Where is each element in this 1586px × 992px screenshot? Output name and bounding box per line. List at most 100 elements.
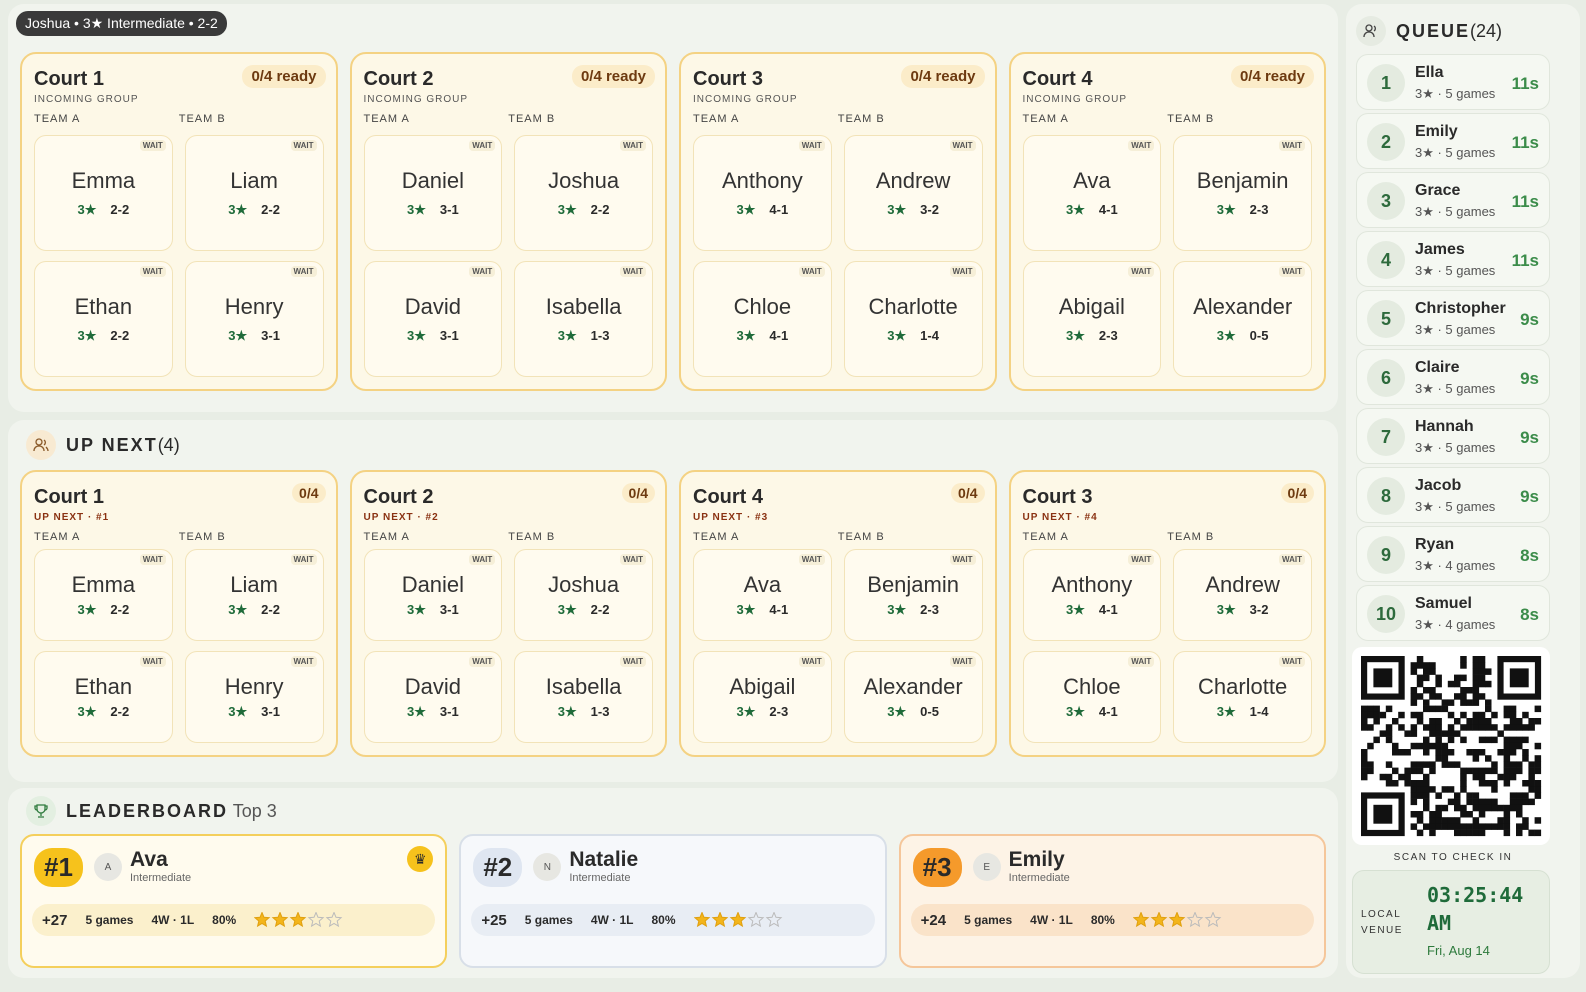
qr-module	[1367, 705, 1374, 713]
wait-badge: WAIT	[620, 554, 646, 565]
qr-module	[1485, 798, 1492, 806]
star	[693, 912, 710, 928]
qr-module	[1534, 767, 1542, 775]
qr-module	[1398, 773, 1405, 781]
qr-module	[1404, 773, 1411, 781]
qr-module	[1435, 718, 1442, 725]
qr-module	[1503, 761, 1511, 768]
section-count: (4)	[157, 434, 180, 455]
player-info: 3★ 2-3	[1024, 328, 1161, 344]
qr-module	[1478, 798, 1486, 806]
player-tile: WAIT Daniel 3★ 3-1	[363, 135, 503, 251]
qr-module	[1466, 718, 1473, 725]
qr-module	[1478, 724, 1486, 731]
qr-module	[1429, 823, 1436, 830]
player-rating: 3★	[557, 704, 577, 719]
qr-module	[1478, 804, 1486, 812]
queue-name: Ella	[1415, 64, 1444, 81]
player-record: 4-1	[1098, 704, 1118, 719]
team-labels: TEAM A TEAM B	[693, 531, 983, 543]
team-labels: TEAM A TEAM B	[34, 531, 324, 543]
player-name: Daniel	[401, 168, 465, 193]
player-tile: WAIT Andrew 3★ 3-2	[843, 135, 983, 251]
qr-module	[1423, 724, 1430, 731]
qr-module	[1410, 742, 1418, 750]
qr-module	[1460, 662, 1467, 669]
queue-name: Jacob	[1415, 477, 1462, 494]
player-info: 3★ 4-1	[694, 328, 831, 344]
court-card: Court 4 0/4 UP NEXT · #3 TEAM A TEAM B WAIT Av…	[679, 470, 997, 757]
incoming-section: Court 1 0/4 ready INCOMING GROUP TEAM A TEAM…	[8, 4, 1338, 412]
qr-module	[1423, 798, 1430, 806]
qr-module	[1441, 742, 1449, 750]
qr-module	[1522, 798, 1529, 806]
qr-module	[1503, 804, 1511, 812]
qr-module	[1509, 749, 1517, 756]
player-record: 2-3	[769, 704, 789, 719]
qr-module	[1423, 736, 1430, 744]
player-name: Liam	[230, 168, 278, 193]
star	[325, 912, 343, 928]
queue-name: Hannah	[1415, 418, 1474, 435]
wait-badge: WAIT	[949, 656, 976, 667]
queue-detail: 3★ · 5 games	[1415, 86, 1496, 101]
team-label: TEAM A	[1022, 113, 1069, 125]
star	[747, 912, 764, 928]
qr-module	[1416, 761, 1424, 768]
wait-badge: WAIT	[290, 140, 317, 151]
queue-item: 9 Ryan 3★ · 4 games 8s	[1356, 526, 1550, 582]
player-rating: 3★	[77, 704, 97, 719]
qr-module	[1454, 792, 1461, 799]
qr-module	[1454, 823, 1461, 830]
qr-module	[1472, 656, 1480, 663]
group-label: UP NEXT · #2	[363, 512, 439, 523]
win-rate: 80%	[651, 913, 676, 927]
qr-module	[1423, 668, 1430, 675]
wait-badge: WAIT	[798, 554, 825, 565]
qr-module	[1460, 829, 1467, 837]
qr-module	[1503, 823, 1511, 830]
qr-module	[1466, 823, 1473, 830]
wait-badge: WAIT	[620, 140, 646, 151]
leader-level: Intermediate	[1008, 872, 1070, 884]
qr-module	[1460, 773, 1467, 781]
qr-module	[1509, 724, 1517, 731]
stats-bar: +25 5 games 4W · 1L 80%	[471, 904, 875, 936]
qr-module	[1460, 687, 1467, 694]
wait-badge: WAIT	[1279, 554, 1305, 565]
qr-module	[1429, 786, 1436, 793]
qr-module	[1447, 736, 1455, 744]
qr-module	[1522, 749, 1529, 756]
qr-module	[1491, 786, 1498, 793]
qr-module	[1472, 755, 1480, 762]
queue-detail: 3★ · 5 games	[1415, 263, 1496, 278]
qr-module	[1460, 693, 1467, 700]
leader-name: Emily	[1008, 848, 1065, 871]
wait-badge: WAIT	[290, 266, 317, 277]
qr-module	[1466, 792, 1473, 799]
qr-module	[1373, 668, 1393, 688]
qr-module	[1416, 767, 1424, 775]
qr-module	[1416, 718, 1424, 725]
qr-module	[1503, 742, 1511, 750]
player-tile: WAIT Ethan 3★ 2-2	[34, 261, 173, 377]
qr-module	[1478, 656, 1486, 663]
qr-module	[1385, 736, 1393, 744]
qr-module	[1410, 711, 1418, 719]
player-info: 3★ 0-5	[845, 704, 982, 720]
player-rating: 3★	[228, 602, 248, 617]
qr-module	[1460, 780, 1467, 787]
player-info: 3★ 3-2	[845, 202, 982, 218]
qr-module	[1416, 792, 1424, 799]
qr-module	[1429, 829, 1436, 837]
star	[289, 912, 307, 928]
section-subtitle: Top 3	[232, 800, 277, 821]
star	[1204, 912, 1222, 928]
qr-module	[1516, 798, 1523, 806]
qr-module	[1423, 804, 1430, 812]
qr-module	[1435, 792, 1442, 799]
queue-position: 5	[1367, 300, 1405, 338]
player-record: 0-5	[920, 704, 939, 719]
qr-module	[1485, 699, 1492, 706]
qr-module	[1435, 749, 1442, 756]
